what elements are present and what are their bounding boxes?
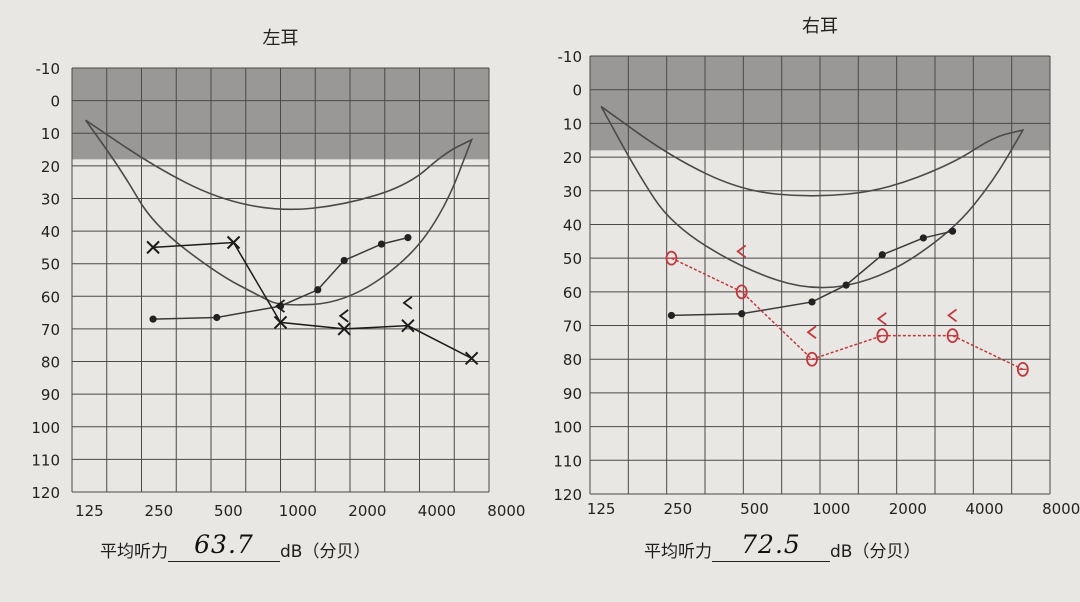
right-reference-point [919,234,927,242]
right-average-row: 平均听力 72.5 dB（分贝） [644,530,921,562]
left-x-tick-label: 4000 [418,502,456,520]
left-average-label: 平均听力 [100,542,168,562]
left-y-tick-label: 80 [41,354,60,372]
left-bone-marker [275,299,286,313]
left-bone-marker [402,296,413,310]
right-y-tick-label: 80 [563,351,582,369]
right-air-o-marker [665,250,678,266]
left-y-tick-label: 70 [41,321,60,339]
left-y-tick-label: 60 [41,288,60,306]
left-reference-point [404,234,412,242]
left-air-x-marker [464,351,479,365]
left-y-tick-label: 30 [41,190,60,208]
right-bone-marker [876,312,887,326]
left-average-value: 63.7 [194,530,254,559]
right-air-o-marker [876,328,889,344]
right-x-tick-label: 125 [587,500,616,518]
right-bone-marker [736,244,747,259]
left-x-tick-label: 2000 [348,502,386,520]
left-reference-point [314,286,322,294]
right-y-tick-label: 110 [553,452,582,470]
right-bone-marker [947,308,958,323]
left-y-tick-label: 110 [31,451,60,469]
left-average-row: 平均听力 63.7 dB（分贝） [100,530,371,562]
right-y-tick-label: 10 [563,115,582,133]
right-y-tick-label: 0 [572,82,582,100]
right-reference-point [878,251,886,259]
right-average-blank: 72.5 [712,530,830,562]
right-bone-marker [806,325,817,339]
left-average-blank: 63.7 [168,530,280,562]
right-reference-point [842,281,850,289]
left-y-tick-label: 50 [41,256,60,274]
right-reference-point [948,227,957,235]
right-speech-banana [600,105,1025,289]
right-ear-chart: 右耳 -10 0 10 20 30 40 50 60 70 80 90 100 110 120 125 250 5… [553,16,1080,518]
right-y-tick-label: 40 [563,216,582,234]
right-y-tick-label: 30 [563,183,582,201]
right-reference-point [808,298,816,306]
left-y-tick-label: 10 [41,125,60,143]
right-x-tick-label: 4000 [965,500,1003,518]
left-threshold-line [153,241,472,359]
right-y-tick-label: -10 [558,48,583,66]
right-ear-title: 右耳 [802,16,838,37]
left-x-tick-label: 250 [145,502,174,520]
left-y-tick-label: 120 [31,484,60,502]
right-air-o-marker [735,284,748,300]
left-y-tick-label: -10 [36,60,61,78]
right-y-tick-label: 90 [563,385,582,403]
left-ear-chart: 左耳 -10 0 10 20 30 40 50 60 70 80 90 100 110 120 125 250 5… [31,28,525,520]
left-reference-point [377,240,386,248]
right-x-tick-label: 500 [740,500,769,518]
left-reference-point [149,315,157,323]
right-y-tick-label: 100 [553,419,582,437]
left-reference-point [213,313,221,322]
left-y-tick-label: 100 [31,419,60,437]
left-y-tick-label: 40 [41,223,60,241]
right-average-label: 平均听力 [644,542,712,562]
left-bone-marker [338,309,349,323]
right-threshold-line [671,257,1024,371]
left-y-tick-label: 90 [41,386,60,404]
left-unit-label: dB（分贝） [280,542,371,562]
right-x-tick-label: 8000 [1042,500,1080,518]
left-x-tick-label: 1000 [279,502,317,520]
right-reference-point [738,310,746,318]
right-x-tick-label: 2000 [889,500,927,518]
right-y-tick-label: 120 [553,486,582,504]
left-x-tick-label: 125 [75,502,104,520]
left-grid [71,67,490,493]
left-air-x-marker [226,235,241,250]
left-y-tick-label: 20 [41,158,60,176]
left-speech-banana [84,119,474,306]
right-y-tick-label: 70 [563,318,582,336]
right-y-tick-label: 20 [563,149,582,167]
right-air-o-marker [946,328,959,344]
right-average-value: 72.5 [741,530,801,559]
left-x-tick-label: 8000 [487,502,525,520]
right-x-tick-label: 250 [664,500,693,518]
right-y-tick-label: 50 [563,250,582,268]
right-air-o-marker [1016,361,1029,377]
left-reference-point [340,256,348,265]
right-reference-point [667,311,676,320]
left-y-tick-label: 0 [50,93,60,111]
left-air-x-marker [401,318,415,333]
right-y-tick-label: 60 [563,284,582,302]
left-air-x-marker [146,240,160,255]
left-air-x-marker [273,315,288,330]
right-air-o-marker [806,351,818,367]
left-air-x-marker [337,322,351,336]
left-x-tick-label: 500 [214,502,243,520]
right-grid [589,55,1051,495]
right-x-tick-label: 1000 [812,500,850,518]
left-ear-title: 左耳 [263,28,299,49]
right-unit-label: dB（分贝） [830,542,921,562]
